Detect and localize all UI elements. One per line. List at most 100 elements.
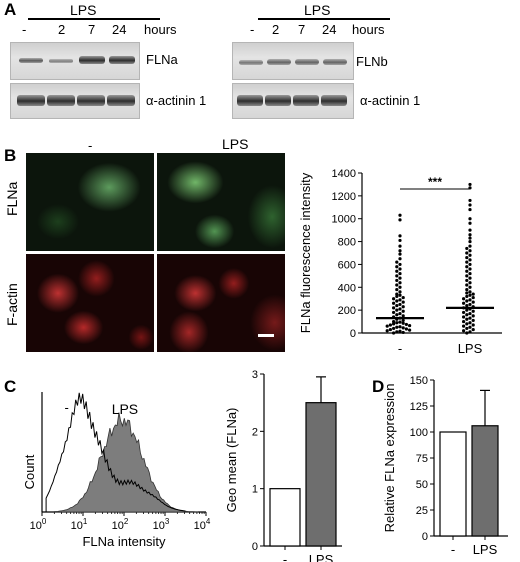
scatter-point-1-62 [468, 325, 472, 329]
scatter-ytick-label-5: 1000 [332, 214, 356, 226]
scatter-xtick-label-0: - [398, 341, 402, 356]
scatter-chart: 0 200 400 600 800 1000 1200 1400 FLNa fluorescen… [298, 168, 502, 356]
relexpr-xtick-label-1: LPS [473, 542, 498, 557]
geomean-ytick-label-1: 1 [252, 484, 258, 496]
hist-xtick-label-2: 102 [112, 517, 129, 532]
scatter-point-1-9 [468, 236, 472, 240]
panel-a-left-unit: hours [144, 22, 177, 37]
scatter-point-1-56 [471, 318, 475, 323]
scatter-point-0-35 [398, 307, 402, 311]
scatter-point-1-16 [465, 255, 469, 260]
panel-a-label: A [4, 0, 17, 19]
scatter-point-1-28 [465, 283, 469, 287]
micro-row-flna: FLNa [4, 181, 20, 216]
scatter-point-0-34 [392, 306, 396, 310]
scatter-point-0-48 [395, 321, 399, 325]
scatter-point-1-15 [468, 253, 472, 257]
blot-actinin-left [10, 83, 140, 119]
scatter-point-1-38 [468, 298, 472, 302]
geomean-chart: 0 1 2 3 Geo mean (FLNa) - LPS [224, 369, 342, 562]
blot-label-flnb: FLNb [356, 54, 388, 69]
panel-a-left-bracket [28, 18, 160, 20]
scatter-point-0-52 [388, 323, 392, 327]
scatter-point-1-8 [468, 233, 472, 237]
hist-legend-lps: LPS [112, 401, 138, 417]
geomean-ytick-label-2: 2 [252, 426, 258, 438]
relexpr-bar-0 [439, 431, 467, 537]
scatter-point-1-36 [471, 295, 475, 300]
scatter-point-0-29 [401, 300, 405, 304]
relexpr-ytick-label-5: 125 [410, 401, 428, 413]
significance-label: *** [428, 175, 442, 189]
scatter-point-0-19 [398, 285, 402, 289]
scatter-point-1-41 [462, 301, 466, 305]
scatter-point-1-19 [468, 262, 472, 267]
hist-xtick-label-1: 101 [71, 517, 88, 532]
scatter-point-0-60 [388, 327, 392, 332]
panel-a-left-lane-2: 7 [88, 22, 96, 37]
scatter-point-0-38 [392, 310, 396, 315]
scatter-point-1-26 [465, 278, 469, 283]
micro-col-lps: LPS [222, 136, 249, 152]
scatter-point-0-57 [401, 326, 405, 330]
scatter-point-0-6 [398, 252, 402, 256]
scatter-point-0-33 [401, 305, 405, 309]
scatter-point-1-24 [465, 274, 469, 278]
scatter-point-1-54 [468, 316, 472, 320]
scatter-point-1-58 [468, 321, 472, 325]
scatter-point-1-39 [465, 299, 469, 303]
panel-a-right-bracket [258, 18, 390, 20]
scatter-point-0-26 [392, 297, 396, 301]
scatter-point-1-20 [465, 265, 469, 269]
scatter-point-1-53 [462, 315, 466, 319]
scatter-point-0-4 [398, 244, 402, 248]
scatter-point-1-33 [471, 292, 475, 296]
scatter-point-1-31 [468, 290, 472, 294]
panel-a-left-lane-3: 24 [112, 22, 127, 37]
geomean-bar-0 [269, 488, 301, 547]
scatter-point-1-13 [468, 249, 472, 253]
blot-label-actinin-right: α-actinin 1 [360, 93, 421, 108]
scatter-point-1-4 [468, 207, 472, 212]
geomean-ytick-label-0: 0 [252, 541, 258, 553]
scatter-point-1-60 [471, 323, 475, 327]
scatter-point-0-59 [404, 327, 408, 331]
scatter-point-1-47 [465, 308, 469, 312]
scatter-point-1-61 [462, 324, 466, 328]
scatter-point-1-7 [468, 228, 472, 232]
micro-flna-lps [157, 153, 285, 251]
scatter-point-0-49 [401, 321, 405, 325]
scatter-point-1-64 [471, 327, 475, 332]
scatter-point-0-14 [395, 274, 399, 278]
histogram-chart: 100 101 102 103 104 Count FLNa intensity - LPS [22, 392, 211, 549]
scatter-point-0-16 [395, 278, 399, 283]
relexpr-ytick-label-0: 0 [422, 531, 428, 543]
scatter-point-1-14 [465, 251, 469, 255]
scatter-point-0-8 [395, 260, 399, 264]
scatter-ytick-label-2: 400 [338, 282, 356, 294]
scatter-point-1-48 [471, 309, 475, 313]
scatter-point-0-36 [395, 308, 399, 312]
blot-actinin-right [232, 83, 354, 119]
blot-flnb [232, 42, 354, 80]
panel-a-right-lane-0: - [250, 22, 255, 37]
scatter-point-1-27 [468, 281, 472, 285]
scatter-ytick-label-1: 200 [338, 305, 356, 317]
scatter-point-0-27 [398, 298, 402, 302]
scatter-point-1-21 [468, 267, 472, 271]
scatter-point-0-54 [385, 324, 389, 328]
scatter-point-0-66 [392, 331, 396, 335]
scatter-point-1-30 [465, 287, 469, 292]
panel-a-left-lane-0: - [22, 22, 27, 37]
panel-a-right-lane-3: 24 [322, 22, 337, 37]
scatter-point-1-37 [462, 297, 466, 301]
scatter-point-0-32 [395, 303, 399, 308]
hist-ylabel: Count [22, 454, 37, 489]
micro-flna-control [26, 153, 154, 251]
relexpr-xtick-label-0: - [451, 542, 455, 557]
relexpr-ytick-label-3: 75 [416, 453, 428, 465]
scatter-point-0-30 [392, 301, 396, 305]
blot-flna [10, 42, 140, 80]
scatter-ytick-label-6: 1200 [332, 191, 356, 203]
scatter-point-1-34 [468, 293, 472, 297]
